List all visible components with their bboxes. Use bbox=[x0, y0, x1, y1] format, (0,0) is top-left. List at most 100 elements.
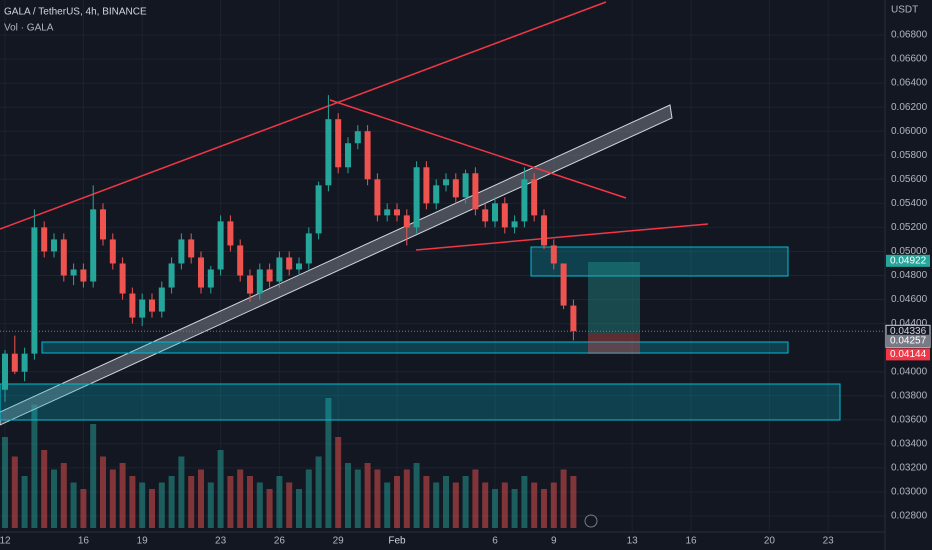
volume-bar bbox=[276, 476, 283, 528]
candle-body bbox=[384, 209, 391, 216]
price-badge-label: 0.04922 bbox=[890, 255, 927, 266]
axes: 0.06800 0.06600 0.06400 0.06200 0.06000 0.058… bbox=[0, 30, 931, 547]
volume-bar bbox=[31, 404, 38, 528]
candle-body bbox=[364, 131, 371, 180]
candle-body bbox=[129, 293, 136, 318]
price-badge bbox=[886, 334, 930, 347]
candle-body bbox=[21, 353, 28, 372]
candle-body bbox=[188, 239, 195, 258]
replay-icon[interactable] bbox=[584, 514, 598, 528]
x-tick-label: 23 bbox=[823, 536, 835, 547]
candle-body bbox=[149, 299, 155, 312]
volume-bar bbox=[560, 469, 567, 528]
volume-bar bbox=[158, 482, 165, 528]
y-tick-label: 0.04800 bbox=[891, 270, 928, 281]
x-tick-label: 9 bbox=[551, 536, 557, 547]
candle-body bbox=[178, 239, 185, 264]
y-tick-label: 0.03800 bbox=[891, 390, 928, 401]
price-badge bbox=[886, 254, 930, 267]
candle-body bbox=[286, 257, 293, 270]
y-tick-label: 0.03600 bbox=[891, 414, 928, 425]
candle-body bbox=[60, 239, 67, 276]
candle-body bbox=[296, 263, 302, 270]
y-tick-label: 0.03200 bbox=[891, 463, 928, 474]
candle-body bbox=[11, 353, 18, 372]
candle-body bbox=[109, 239, 116, 264]
position-profit bbox=[588, 262, 640, 333]
volume-bar bbox=[384, 482, 391, 528]
candle-body bbox=[51, 239, 57, 252]
volume-bar bbox=[403, 469, 410, 528]
volume-bar bbox=[394, 476, 400, 528]
x-tick-label: 6 bbox=[492, 536, 498, 547]
candle-body bbox=[70, 269, 77, 276]
volume-bar bbox=[335, 437, 342, 528]
volume-bar bbox=[413, 463, 420, 528]
volume-bar bbox=[443, 476, 449, 528]
volume-bar bbox=[472, 469, 479, 528]
y-tick-label: 0.02800 bbox=[891, 511, 928, 522]
candle-body bbox=[452, 179, 459, 198]
x-tick-label: 29 bbox=[333, 536, 345, 547]
x-tick-label: Feb bbox=[388, 536, 406, 547]
volume-bar bbox=[374, 469, 381, 528]
candle-body bbox=[374, 179, 381, 216]
candle-body bbox=[217, 221, 224, 270]
volume-bar bbox=[70, 482, 77, 528]
candle-body bbox=[315, 185, 322, 234]
candle-body bbox=[325, 119, 332, 186]
volume-bar bbox=[462, 476, 469, 528]
volume-bar bbox=[80, 489, 87, 528]
x-tick-label: 20 bbox=[764, 536, 776, 547]
candle-body bbox=[100, 209, 106, 240]
y-tick-label: 0.06800 bbox=[891, 30, 928, 41]
candle-body bbox=[413, 167, 420, 228]
drawings bbox=[0, 1, 841, 426]
candle-body bbox=[423, 167, 430, 204]
y-tick-label: 0.04600 bbox=[891, 294, 928, 305]
volume-bar bbox=[217, 450, 224, 528]
zone bbox=[530, 246, 789, 277]
volume-bar bbox=[521, 476, 528, 528]
volume-bar bbox=[100, 456, 106, 528]
x-tick-label: 19 bbox=[137, 536, 149, 547]
zone bbox=[0, 383, 841, 421]
y-tick-label: 0.05200 bbox=[891, 222, 928, 233]
zone bbox=[41, 341, 789, 354]
volume-bar bbox=[198, 469, 204, 528]
volume-bar bbox=[266, 489, 273, 528]
candle-body bbox=[305, 233, 312, 264]
candle-body bbox=[227, 221, 234, 246]
candle-body bbox=[501, 203, 508, 228]
y-tick-label: 0.06200 bbox=[891, 102, 928, 113]
candle-body bbox=[90, 209, 97, 282]
trendline bbox=[0, 1, 607, 230]
volume-bar bbox=[570, 476, 577, 528]
position-loss bbox=[588, 333, 640, 354]
volume-bar bbox=[345, 463, 351, 528]
volume-bar bbox=[325, 398, 332, 528]
unit-label: USDT bbox=[891, 5, 918, 16]
candle-body bbox=[41, 227, 48, 252]
candle-body bbox=[237, 245, 244, 276]
volume-bar bbox=[482, 482, 489, 528]
candle-body bbox=[521, 179, 528, 222]
candle-body bbox=[531, 179, 538, 216]
candle-body bbox=[462, 173, 469, 198]
volume-title: Vol · GALA bbox=[4, 23, 54, 34]
y-tick-label: 0.04000 bbox=[891, 366, 928, 377]
candle-body bbox=[511, 221, 518, 228]
volume-bar bbox=[256, 482, 263, 528]
candle-body bbox=[482, 209, 489, 222]
volume-bar bbox=[237, 469, 244, 528]
candle-body bbox=[207, 269, 214, 288]
y-tick-label: 0.04400 bbox=[891, 318, 928, 329]
candle-body bbox=[443, 179, 449, 186]
candle-body bbox=[2, 353, 8, 390]
y-tick-label: 0.06400 bbox=[891, 78, 928, 89]
x-tick-label: 16 bbox=[685, 536, 697, 547]
x-tick-label: 16 bbox=[78, 536, 90, 547]
price-badge bbox=[886, 348, 930, 361]
volume-bar bbox=[11, 456, 18, 528]
volume-bar bbox=[188, 476, 195, 528]
